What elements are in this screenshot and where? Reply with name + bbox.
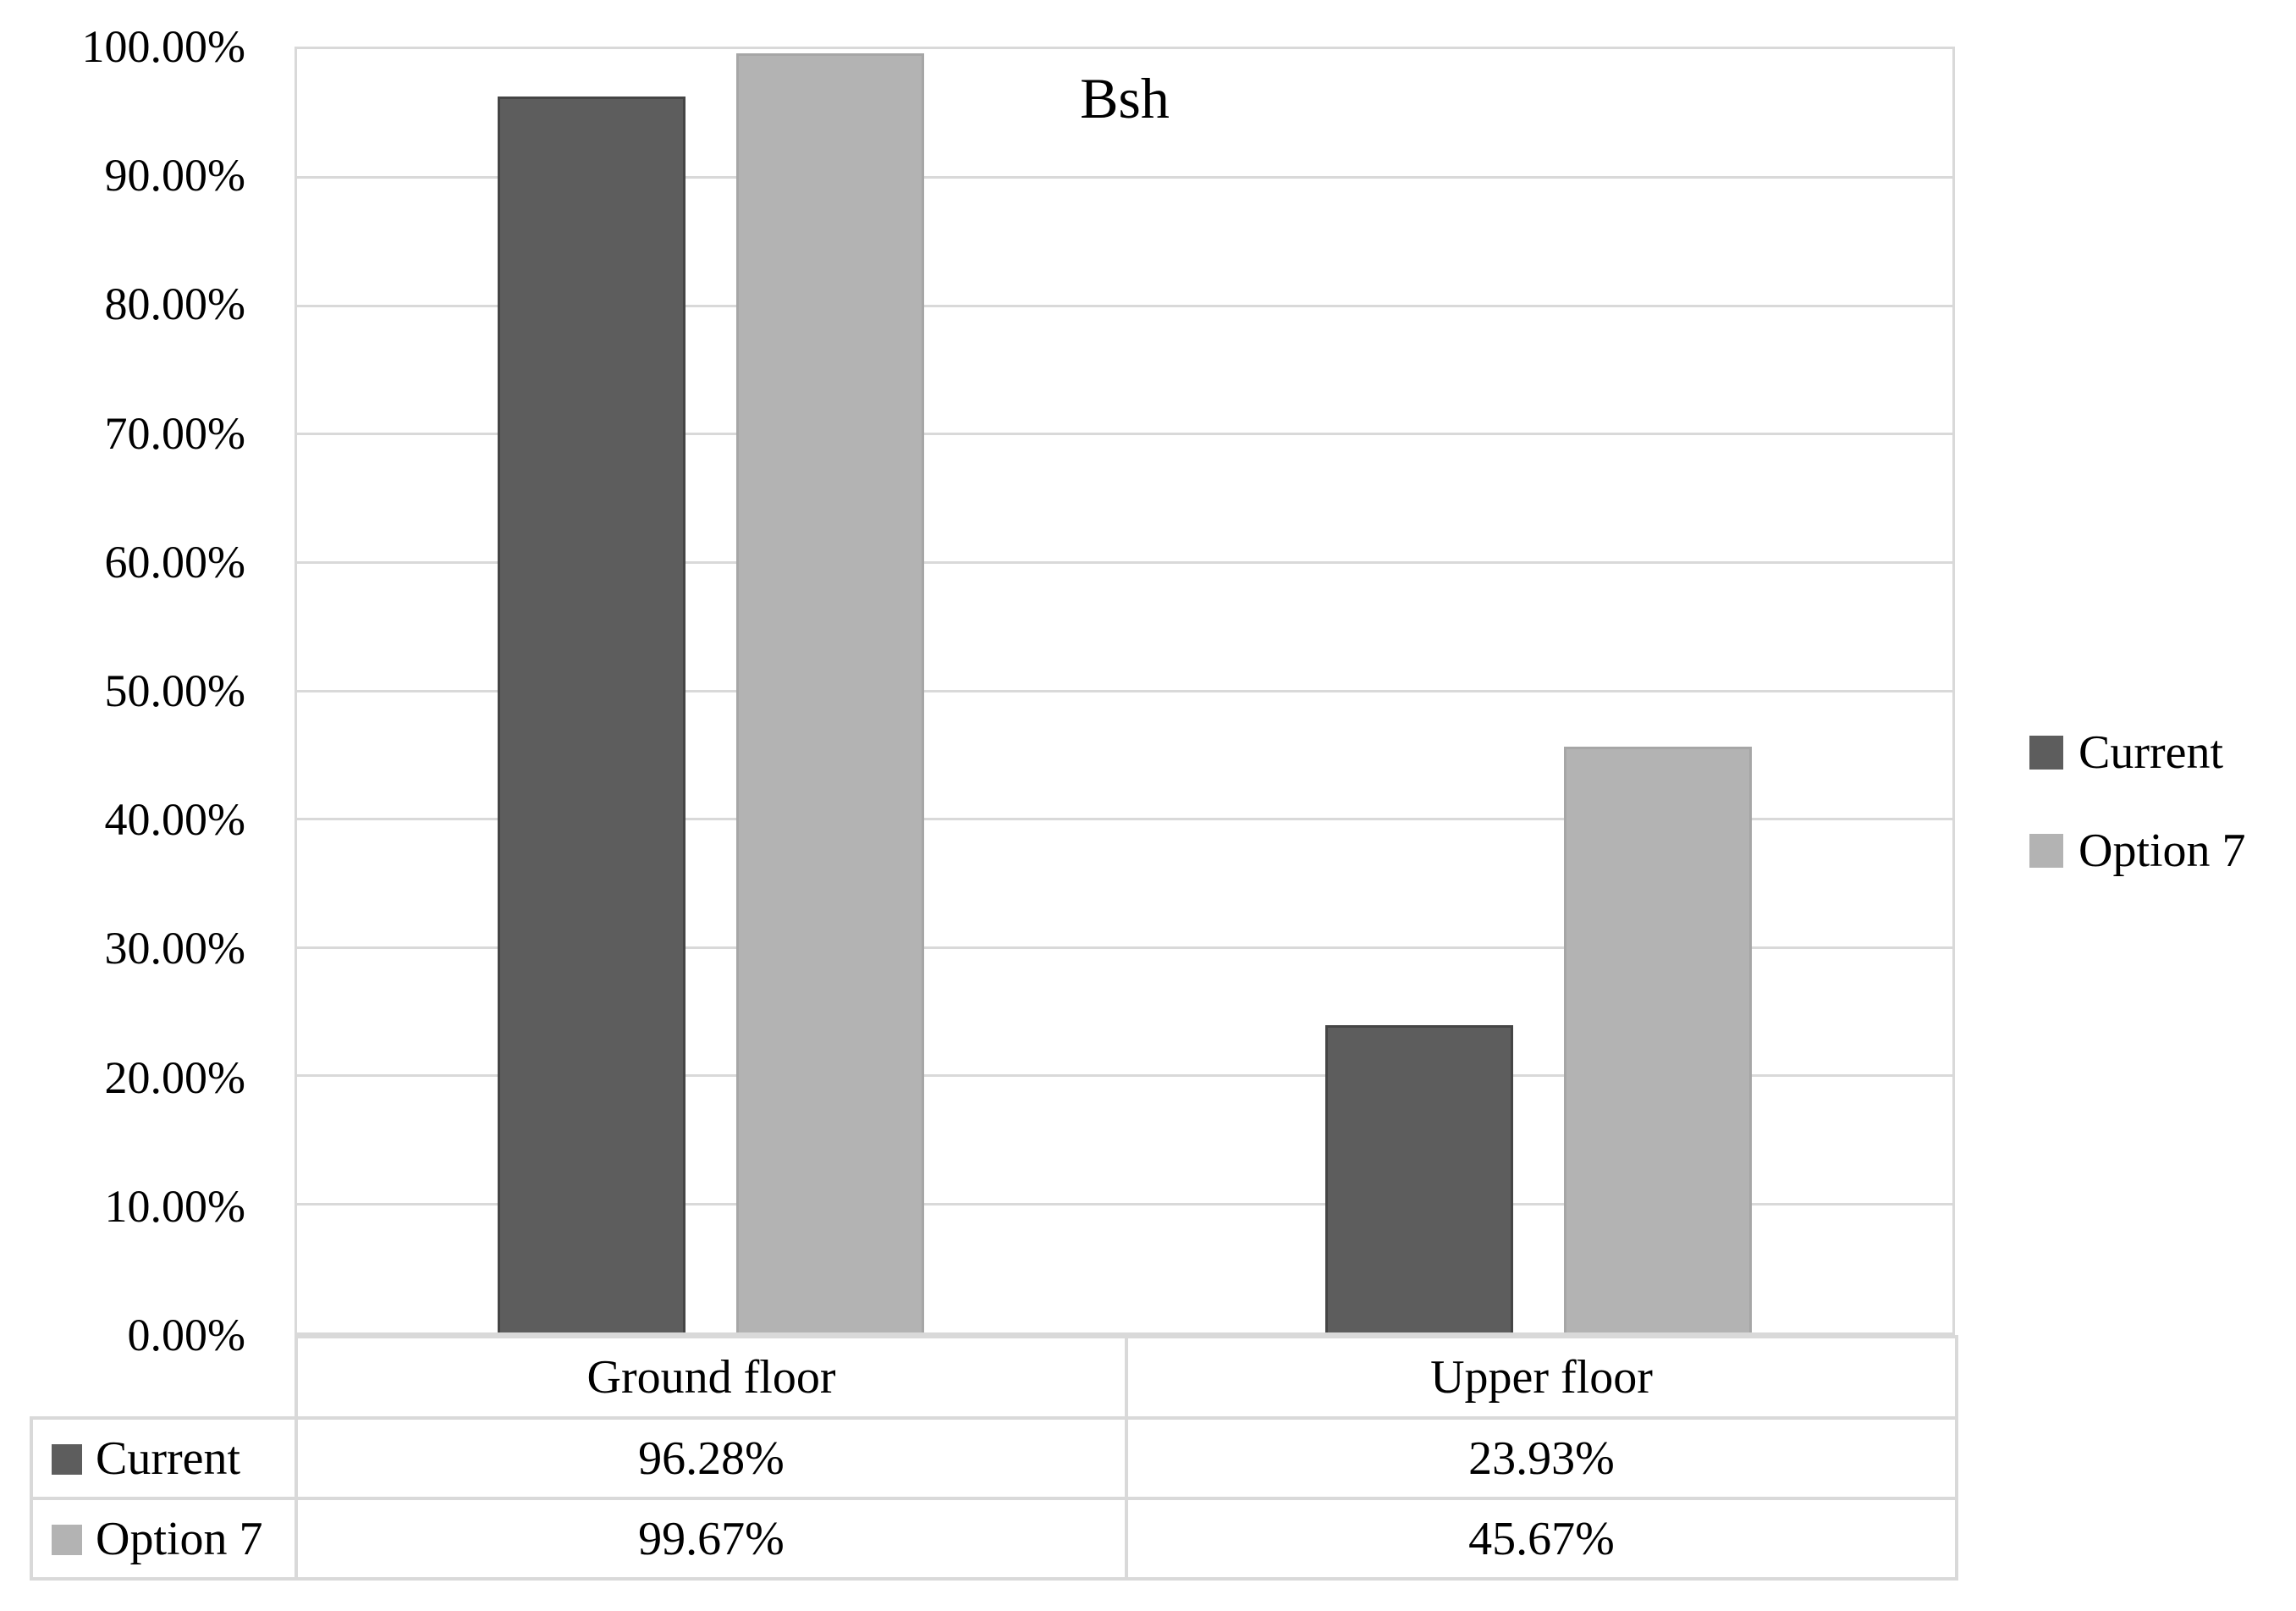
chart-title: Bsh: [1080, 66, 1170, 130]
bar-current-ground-floor: [498, 97, 685, 1332]
data-table: Ground floor Upper floor Current 96.28% …: [30, 1335, 1958, 1581]
bar-option-7-ground-floor: [736, 53, 924, 1332]
legend-swatch-current-icon: [2029, 736, 2063, 770]
y-axis-tick-label: 30.00%: [104, 923, 245, 974]
table-row-current: Current 96.28% 23.93%: [30, 1416, 1958, 1500]
legend-label-current: Current: [2079, 726, 2224, 779]
y-axis-tick-label: 0.00%: [127, 1310, 245, 1360]
table-header-row: Ground floor Upper floor: [31, 1335, 1958, 1420]
plot-area: Bsh: [295, 47, 1955, 1335]
legend-item-current: Current: [2029, 726, 2246, 779]
table-category-upper-floor: Upper floor: [1125, 1335, 1958, 1420]
legend: Current Option 7: [2029, 726, 2246, 877]
table-row-label-current-text: Current: [96, 1432, 241, 1485]
bar-current-upper-floor: [1325, 1025, 1513, 1332]
gridline-90: [297, 176, 1952, 179]
table-corner-cell: [31, 1337, 296, 1418]
gridline-30: [297, 946, 1952, 949]
table-value-current-ground-floor: 96.28%: [295, 1416, 1128, 1500]
y-axis-tick-label: 70.00%: [104, 407, 245, 459]
gridline-60: [297, 560, 1952, 564]
table-value-current-upper-floor: 23.93%: [1125, 1416, 1958, 1500]
y-axis-tick-label: 100.00%: [81, 21, 245, 72]
gridline-20: [297, 1074, 1952, 1078]
table-swatch-current-icon: [52, 1443, 82, 1475]
table-category-ground-floor: Ground floor: [295, 1335, 1128, 1420]
table-row-label-option-7-text: Option 7: [96, 1512, 263, 1565]
gridline-10: [297, 1202, 1952, 1205]
gridline-80: [297, 304, 1952, 307]
table-row-label-current: Current: [30, 1416, 298, 1500]
table-value-option-7-ground-floor: 99.67%: [295, 1497, 1128, 1581]
y-axis-tick-label: 10.00%: [104, 1180, 245, 1232]
y-axis-tick-label: 40.00%: [104, 794, 245, 846]
y-axis-tick-label: 90.00%: [104, 150, 245, 201]
legend-label-option-7: Option 7: [2079, 825, 2246, 877]
gridline-50: [297, 689, 1952, 692]
legend-swatch-option-7-icon: [2029, 834, 2063, 868]
table-row-option-7: Option 7 99.67% 45.67%: [30, 1497, 1958, 1581]
table-row-label-option-7: Option 7: [30, 1497, 298, 1581]
y-axis-tick-label: 50.00%: [104, 665, 245, 716]
y-axis-tick-label: 20.00%: [104, 1051, 245, 1103]
gridline-70: [297, 433, 1952, 436]
legend-item-option-7: Option 7: [2029, 825, 2246, 877]
gridline-40: [297, 818, 1952, 821]
y-axis-tick-label: 80.00%: [104, 279, 245, 330]
bar-option-7-upper-floor: [1564, 747, 1752, 1332]
table-value-option-7-upper-floor: 45.67%: [1125, 1497, 1958, 1581]
y-axis-tick-labels: 100.00% 90.00% 80.00% 70.00% 60.00% 50.00% 40.…: [0, 21, 245, 1360]
y-axis-tick-label: 60.00%: [104, 536, 245, 588]
table-swatch-option-7-icon: [52, 1524, 82, 1555]
